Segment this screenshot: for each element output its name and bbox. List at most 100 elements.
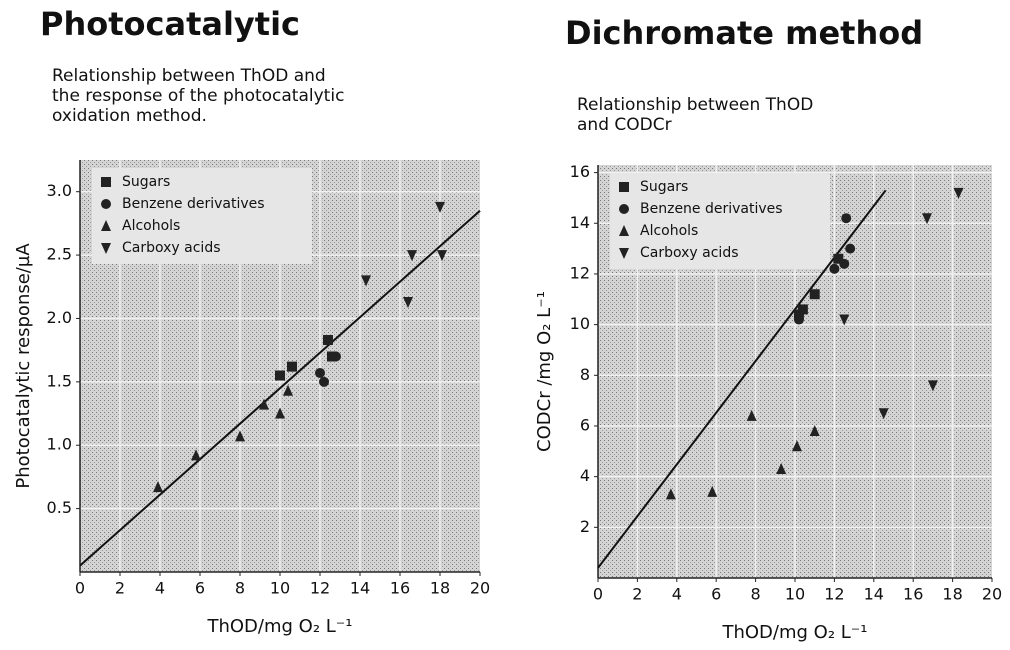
x-tick-label: 0 — [593, 585, 603, 604]
marker — [287, 361, 297, 372]
x-tick-label: 14 — [864, 585, 884, 604]
y-tick-label: 4 — [580, 466, 590, 485]
marker — [707, 485, 718, 497]
y-tick-label: 10 — [570, 314, 590, 333]
marker — [839, 258, 850, 269]
marker — [845, 243, 856, 254]
y-tick-label: 6 — [580, 415, 590, 434]
marker — [619, 248, 629, 259]
y-tick-label: 2.0 — [47, 308, 72, 327]
marker — [921, 213, 932, 225]
legend-label: Benzene derivatives — [640, 201, 783, 217]
marker — [619, 225, 629, 236]
marker — [283, 384, 293, 396]
marker — [437, 250, 447, 262]
marker — [953, 187, 964, 199]
fit-line — [79, 209, 481, 567]
x-tick-label: 14 — [350, 579, 370, 598]
marker — [315, 367, 325, 378]
marker — [793, 309, 804, 320]
x-tick-label: 8 — [235, 579, 245, 598]
subtitle: oxidation method. — [52, 106, 207, 126]
y-tick-label: 8 — [580, 365, 590, 384]
marker — [101, 177, 111, 187]
legend-label: Alcohols — [122, 218, 180, 234]
x-tick-label: 0 — [75, 579, 85, 598]
marker — [839, 314, 850, 326]
y-tick-label: 2 — [580, 517, 590, 536]
marker — [927, 380, 938, 392]
marker — [833, 253, 844, 264]
subtitle: Relationship between ThOD and — [52, 66, 326, 86]
marker — [361, 275, 371, 287]
marker — [797, 304, 808, 315]
legend-label: Sugars — [122, 174, 170, 190]
x-tick-label: 18 — [430, 579, 450, 598]
y-tick-label: 2.5 — [47, 245, 72, 264]
marker — [191, 449, 201, 461]
x-tick-label: 4 — [155, 579, 165, 598]
x-tick-label: 12 — [824, 585, 844, 604]
chart-title: Photocatalytic — [40, 5, 300, 43]
y-tick-label: 3.0 — [47, 181, 72, 200]
marker — [878, 408, 889, 420]
legend-box — [92, 168, 312, 264]
y-tick-label: 14 — [570, 213, 590, 232]
fit-line — [597, 189, 887, 569]
x-tick-label: 20 — [982, 585, 1002, 604]
x-tick-label: 16 — [390, 579, 410, 598]
x-tick-label: 16 — [903, 585, 923, 604]
y-axis-label: Photocatalytic response/µA — [13, 243, 34, 489]
x-tick-label: 6 — [711, 585, 721, 604]
legend-label: Sugars — [640, 179, 688, 195]
x-axis-label: ThOD/mg O₂ L⁻¹ — [721, 622, 867, 643]
marker — [809, 289, 820, 300]
x-tick-label: 2 — [632, 585, 642, 604]
marker — [323, 335, 333, 346]
marker — [809, 425, 820, 437]
marker — [793, 314, 804, 325]
marker — [407, 250, 417, 262]
x-tick-label: 18 — [942, 585, 962, 604]
marker — [101, 220, 111, 231]
legend-box — [610, 173, 830, 269]
marker — [275, 370, 285, 381]
marker — [776, 463, 787, 475]
marker — [665, 488, 676, 500]
subtitle: Relationship between ThOD — [577, 95, 813, 115]
x-tick-label: 12 — [310, 579, 330, 598]
x-tick-label: 10 — [785, 585, 805, 604]
marker — [746, 409, 757, 421]
x-tick-label: 10 — [270, 579, 290, 598]
marker — [153, 481, 163, 493]
subtitle: and CODCr — [577, 115, 672, 135]
x-axis-label: ThOD/mg O₂ L⁻¹ — [206, 616, 352, 637]
marker — [259, 398, 269, 410]
chart-title: Dichromate method — [565, 14, 923, 52]
marker — [791, 440, 802, 452]
subtitle: the response of the photocatalytic — [52, 86, 344, 106]
y-axis-label: CODCr /mg O₂ L⁻¹ — [534, 291, 555, 452]
marker — [275, 407, 285, 419]
marker — [435, 201, 445, 213]
legend-label: Carboxy acids — [122, 240, 221, 256]
x-tick-label: 20 — [470, 579, 490, 598]
marker — [101, 199, 111, 209]
x-tick-label: 4 — [672, 585, 682, 604]
y-tick-label: 16 — [570, 162, 590, 181]
marker — [331, 351, 341, 362]
y-tick-label: 12 — [570, 263, 590, 282]
x-tick-label: 6 — [195, 579, 205, 598]
y-tick-label: 1.5 — [47, 371, 72, 390]
marker — [829, 263, 840, 274]
x-tick-label: 2 — [115, 579, 125, 598]
legend-label: Benzene derivatives — [122, 196, 265, 212]
x-tick-label: 8 — [751, 585, 761, 604]
marker — [841, 213, 852, 224]
y-tick-label: 0.5 — [47, 498, 72, 517]
y-tick-label: 1.0 — [47, 435, 72, 454]
marker — [101, 243, 111, 254]
marker — [619, 204, 629, 214]
marker — [619, 182, 629, 192]
